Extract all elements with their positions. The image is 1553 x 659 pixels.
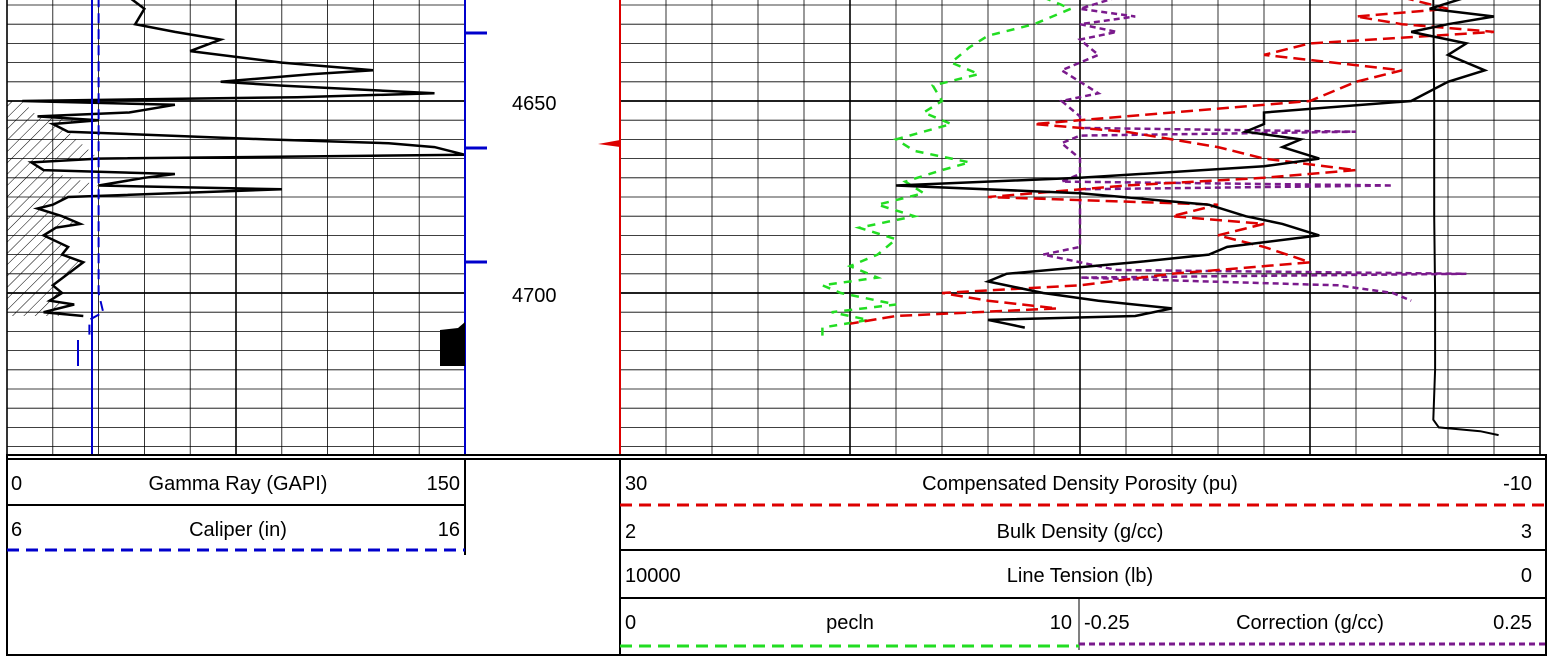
red-depth-marker [598,140,620,147]
track2-grid [619,0,1541,455]
correction-curve [1042,0,1467,302]
bulk-density-curve [895,0,1495,329]
density-label: Bulk Density (g/cc) [997,521,1164,543]
porosity-max: -10 [1503,473,1532,495]
pe-min: 0 [625,612,636,634]
line-tension-curve [1432,0,1499,437]
correction-min: -0.25 [1084,612,1130,634]
depth-label-4700: 4700 [512,285,557,307]
gamma-ray-max: 150 [427,473,460,495]
tension-min: 10000 [625,565,681,587]
depth-tick-marks [465,31,487,264]
tension-tool-block [440,322,465,366]
pe-curve [817,0,1075,340]
gamma-ray-label: Gamma Ray (GAPI) [149,473,328,495]
gamma-ray-min: 0 [11,473,22,495]
pe-max: 10 [1050,612,1072,634]
tension-label: Line Tension (lb) [1007,565,1153,587]
density-max: 3 [1521,521,1532,543]
caliper-max: 16 [438,519,460,541]
caliper-label: Caliper (in) [189,519,287,541]
gamma-ray-shale-fill [7,101,99,317]
gamma-ray-curve [22,0,466,318]
tension-max: 0 [1521,565,1532,587]
header-area [6,454,1547,656]
porosity-min: 30 [625,473,647,495]
caliper-min: 6 [11,519,22,541]
density-porosity-curve [849,0,1495,325]
density-min: 2 [625,521,636,543]
porosity-label: Compensated Density Porosity (pu) [922,473,1238,495]
correction-label: Correction (g/cc) [1236,612,1384,634]
pe-label: pecln [826,612,874,634]
depth-label-4650: 4650 [512,93,557,115]
correction-max: 0.25 [1493,612,1532,634]
